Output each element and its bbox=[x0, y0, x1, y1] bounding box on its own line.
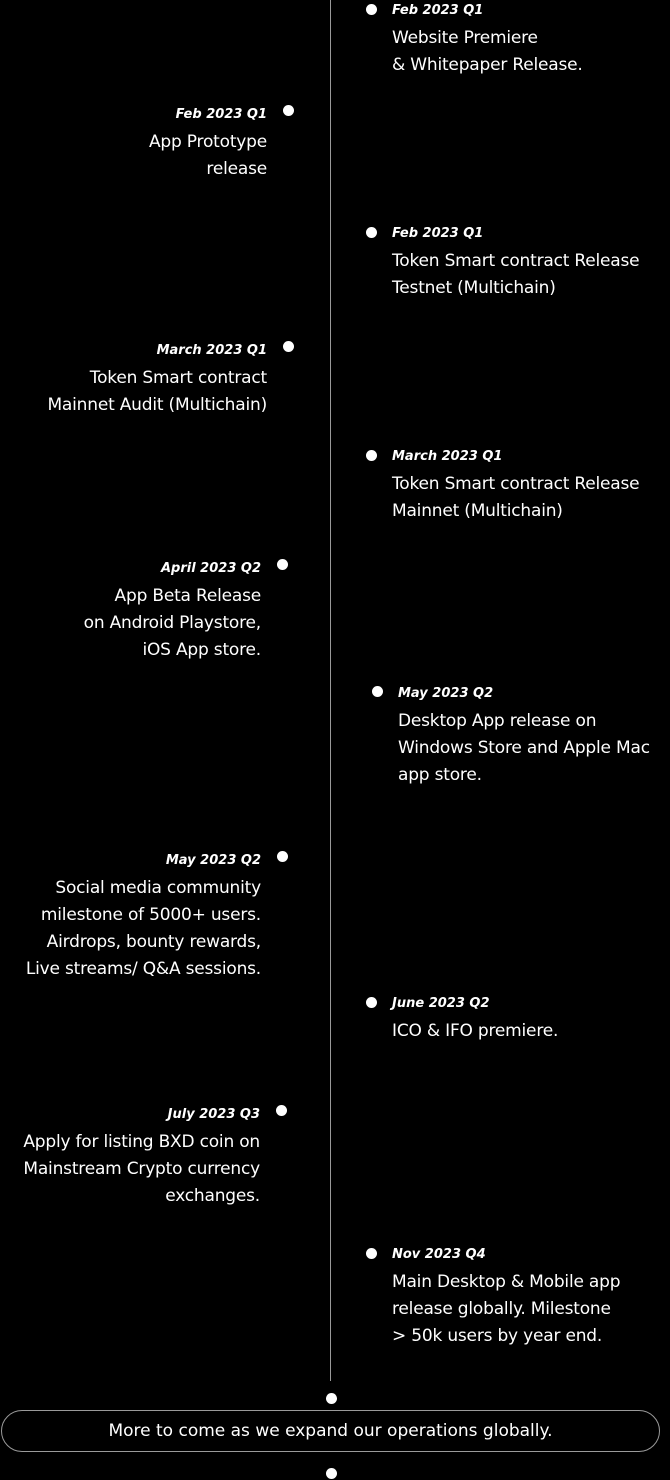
footer-banner: More to come as we expand our operations… bbox=[1, 1410, 660, 1452]
milestone-item: March 2023 Q1 Token Smart contract Mainn… bbox=[47, 342, 267, 419]
timeline-line bbox=[330, 0, 331, 1381]
milestone-date: April 2023 Q2 bbox=[160, 561, 261, 576]
milestone-text: Main Desktop & Mobile app release global… bbox=[392, 1272, 621, 1346]
milestone-text: Website Premiere & Whitepaper Release. bbox=[392, 28, 583, 75]
milestone-text: Token Smart contract Mainnet Audit (Mult… bbox=[47, 368, 267, 415]
milestone-date: Feb 2023 Q1 bbox=[392, 3, 484, 18]
milestone-text: Apply for listing BXD coin on Mainstream… bbox=[23, 1132, 260, 1206]
milestone-date: Feb 2023 Q1 bbox=[392, 226, 484, 241]
milestone-date: Nov 2023 Q4 bbox=[392, 1247, 486, 1262]
timeline-end-dot bbox=[326, 1393, 337, 1404]
milestone-item: March 2023 Q1 Token Smart contract Relea… bbox=[392, 448, 640, 525]
timeline-dot bbox=[277, 559, 288, 570]
milestone-item: May 2023 Q2 Desktop App release on Windo… bbox=[398, 685, 650, 789]
milestone-item: Feb 2023 Q1 App Prototype release bbox=[149, 106, 267, 183]
milestone-item: July 2023 Q3 Apply for listing BXD coin … bbox=[23, 1106, 260, 1210]
milestone-item: Feb 2023 Q1 Token Smart contract Release… bbox=[392, 225, 640, 302]
milestone-date: July 2023 Q3 bbox=[167, 1107, 260, 1122]
milestone-text: Token Smart contract Release Testnet (Mu… bbox=[392, 251, 640, 298]
timeline-dot bbox=[283, 105, 294, 116]
timeline-dot bbox=[366, 997, 377, 1008]
milestone-text: Token Smart contract Release Mainnet (Mu… bbox=[392, 474, 640, 521]
milestone-date: May 2023 Q2 bbox=[398, 686, 494, 701]
timeline-end-dot bbox=[326, 1468, 337, 1479]
milestone-item: Feb 2023 Q1 Website Premiere & Whitepape… bbox=[392, 2, 583, 79]
timeline-dot bbox=[276, 1105, 287, 1116]
timeline-dot bbox=[277, 851, 288, 862]
milestone-text: App Prototype release bbox=[148, 132, 267, 179]
timeline-dot bbox=[366, 227, 377, 238]
milestone-text: ICO & IFO premiere. bbox=[392, 1021, 559, 1041]
milestone-text: Desktop App release on Windows Store and… bbox=[398, 711, 650, 785]
milestone-date: March 2023 Q1 bbox=[156, 343, 267, 358]
timeline-dot bbox=[372, 686, 383, 697]
milestone-item: May 2023 Q2 Social media community miles… bbox=[26, 852, 261, 983]
milestone-date: Feb 2023 Q1 bbox=[175, 107, 267, 122]
milestone-item: June 2023 Q2 ICO & IFO premiere. bbox=[392, 995, 558, 1045]
milestone-text: Social media community milestone of 5000… bbox=[25, 878, 261, 979]
timeline-dot bbox=[366, 450, 377, 461]
timeline-dot bbox=[366, 1248, 377, 1259]
timeline-dot bbox=[366, 4, 377, 15]
milestone-item: April 2023 Q2 App Beta Release on Androi… bbox=[83, 560, 262, 664]
milestone-date: May 2023 Q2 bbox=[165, 853, 261, 868]
milestone-text: App Beta Release on Android Playstore, i… bbox=[83, 586, 262, 660]
timeline-dot bbox=[283, 341, 294, 352]
footer-text: More to come as we expand our operations… bbox=[108, 1421, 553, 1441]
milestone-date: June 2023 Q2 bbox=[392, 996, 490, 1011]
milestone-date: March 2023 Q1 bbox=[392, 449, 503, 464]
milestone-item: Nov 2023 Q4 Main Desktop & Mobile app re… bbox=[392, 1246, 621, 1350]
